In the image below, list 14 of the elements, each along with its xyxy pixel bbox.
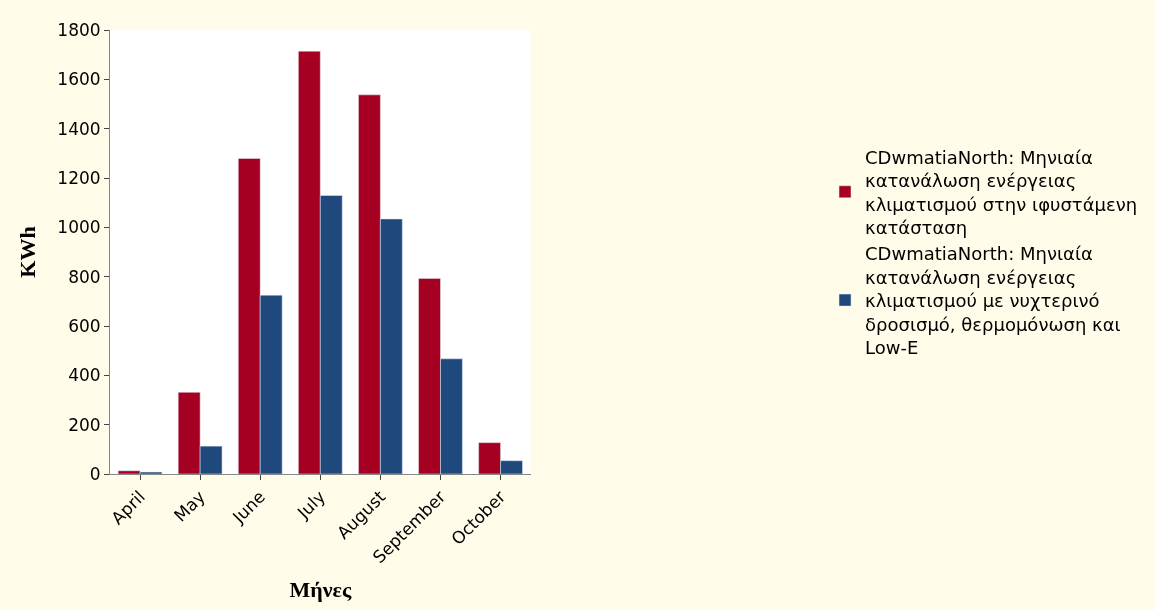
y-tick-label: 1000	[57, 217, 101, 238]
y-tick-label: 400	[68, 365, 101, 386]
y-tick-label: 1200	[57, 167, 101, 188]
legend-label: CDwmatiaNorth: Μηνιαία κατανάλωση ενέργειας κλιματισμού με νυχτερινό δροσισμό, θερμομόνωση και Low-E	[865, 243, 1121, 358]
y-tick-label: 0	[89, 463, 101, 484]
y-tick-label: 200	[68, 414, 101, 435]
x-axis-title: Μήνες	[289, 577, 352, 603]
y-tick-label: 1800	[57, 19, 101, 40]
y-axis-title: KWh	[15, 226, 41, 278]
y-tick-label: 600	[68, 315, 101, 336]
y-tick-label: 800	[68, 266, 101, 287]
legend-label: CDwmatiaNorth: Μηνιαία κατανάλωση ενέργειας κλιματισμού στην ιφυστάμενη κατάσταση	[865, 146, 1138, 238]
y-tick-label: 1600	[57, 69, 101, 90]
y-tick-label: 1400	[57, 118, 101, 139]
